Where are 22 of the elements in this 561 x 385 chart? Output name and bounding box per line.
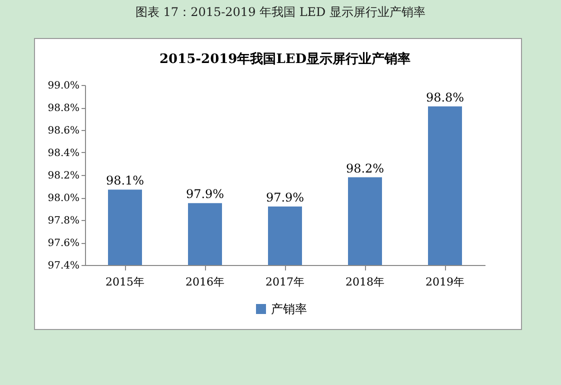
data-label: 98.2% [346,161,384,176]
chart-title: 图表 17：2015-2019 年我国 LED 显示屏行业产销率 [134,4,426,21]
y-tick-label: 98.8% [48,103,80,114]
y-tick-label: 98.0% [48,193,80,204]
data-label: 97.9% [266,190,304,204]
y-tick-label: 99.0% [48,80,80,92]
chart-subtitle: 2015-2019年我国LED显示屏行业产销率 [159,51,411,67]
y-tick-label: 98.6% [48,126,80,136]
x-tick-label: 2018年 [346,276,384,288]
y-tick-label: 97.8% [48,216,80,226]
x-tick-label: 2019年 [426,276,464,288]
data-label: 98.1% [106,174,144,188]
legend-label: 产销率 [271,302,307,316]
y-tick-label: 97.4% [48,260,80,272]
y-tick-label: 98.4% [48,148,80,159]
y-tick-label: 98.2% [48,170,80,182]
y-tick-label: 97.6% [48,238,80,249]
data-label: 97.9% [186,187,224,202]
data-label: 98.8% [426,90,464,104]
x-tick-label: 2016年 [186,276,224,288]
x-tick-label: 2015年 [106,276,144,288]
x-tick-label: 2017年 [266,276,304,288]
